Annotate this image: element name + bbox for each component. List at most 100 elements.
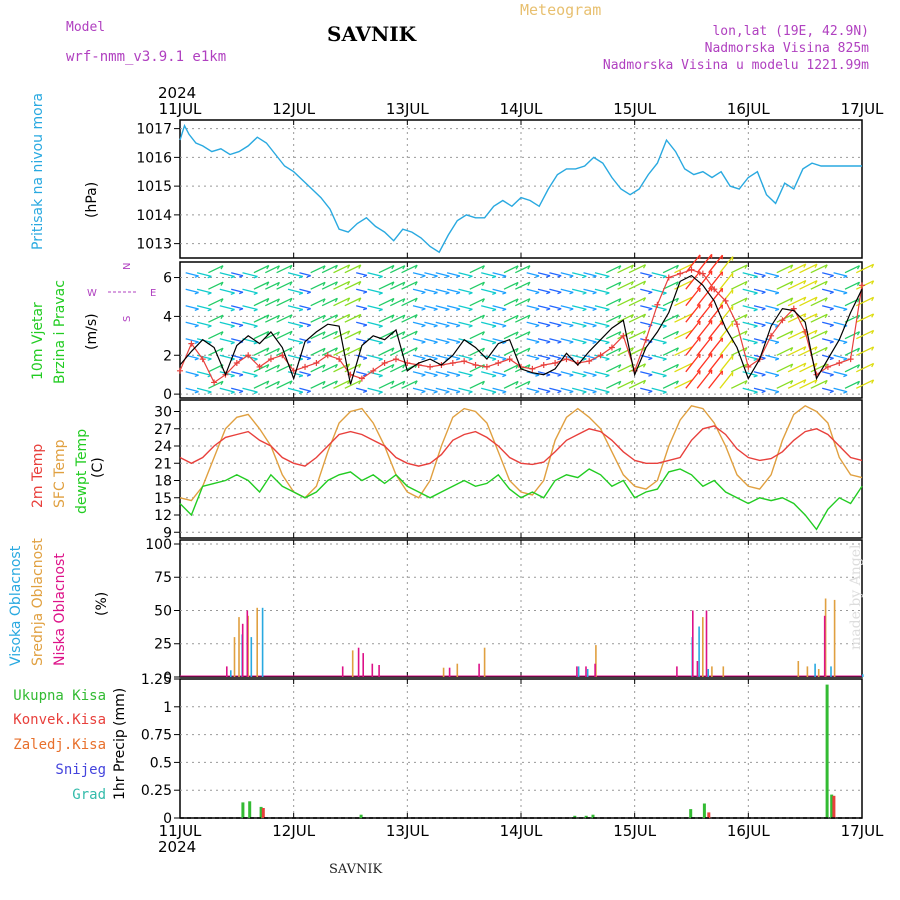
wind-arrow-head [814, 346, 818, 351]
wind-direction-marker [483, 363, 490, 370]
low-cloud-label: Niska Oblacnost [52, 553, 68, 666]
y-tick-label-temperature: 27 [154, 422, 172, 438]
wind-arrow [537, 288, 551, 293]
wind-arrow [219, 387, 235, 393]
wind-arrow-head [433, 291, 438, 295]
wind-arrow [242, 288, 258, 294]
wind-arrow [378, 330, 395, 340]
wind-arrow-head [856, 364, 861, 369]
wind-arrow-head [753, 308, 758, 312]
wind-arrow-head [378, 391, 383, 395]
wind-arrow-head [322, 364, 326, 369]
wind-arrow [594, 371, 610, 377]
wind-arrow-head [829, 390, 834, 394]
wind-arrow-head [391, 314, 395, 319]
wind-arrow-head [481, 347, 485, 353]
precip-bar [702, 803, 706, 818]
wind-arrow-head [582, 358, 587, 361]
wind-direction-marker [461, 358, 468, 365]
wind-arrow-head [322, 331, 326, 336]
wind-arrow [549, 371, 562, 376]
wind-arrow-head [871, 363, 875, 368]
wind-arrow [515, 281, 531, 290]
x-tick-label-top: 16JUL [727, 100, 770, 118]
wind-arrow [537, 354, 551, 359]
wind-arrow [446, 288, 461, 294]
wind-direction-marker [381, 360, 388, 367]
wind-direction-marker [768, 332, 775, 339]
wind-arrow [424, 354, 438, 360]
wind-arrow-head [824, 264, 828, 269]
wind-arrow-head [662, 292, 667, 296]
wind-direction-marker [256, 363, 263, 370]
wind-arrow [412, 387, 426, 393]
cloud-bar [797, 661, 800, 677]
wind-arrow-head [455, 341, 461, 345]
x-tick-label-top: 12JUL [272, 100, 315, 118]
wind-arrow [481, 272, 497, 278]
wind-arrow [344, 297, 362, 307]
wind-arrow-head [492, 341, 497, 345]
wind-arrow [606, 347, 622, 356]
wind-arrow-head [194, 291, 199, 295]
wind-arrow-head [433, 374, 438, 378]
wind-arrow-head [455, 374, 461, 378]
wind-direction-marker [279, 352, 286, 359]
wind-arrow [515, 364, 531, 373]
wind-arrow-head [378, 292, 383, 296]
wind-arrow [617, 347, 634, 356]
wind-arrow-head [856, 281, 861, 286]
wind-arrow [696, 352, 713, 373]
wind-arrow-head [829, 374, 834, 377]
wind-arrow [549, 272, 562, 277]
wind-arrow-head [433, 324, 438, 328]
wind-arrow-head [445, 341, 450, 345]
cloud-bar [241, 623, 244, 677]
wind-arrow-head [527, 314, 531, 320]
wind-arrow-head [856, 314, 861, 320]
wind-arrow [583, 305, 597, 310]
cloud-bar [676, 666, 678, 677]
wind-arrow-head [402, 380, 406, 386]
wind-arrow [356, 371, 368, 376]
wind-arrow [833, 338, 848, 343]
wind-arrow-head [856, 265, 861, 270]
wind-arrow-head [618, 347, 622, 353]
wind-arrow [628, 330, 646, 340]
wind-arrow-head [761, 324, 766, 328]
wind-arrow-head [592, 390, 597, 394]
wind-arrow-head [546, 308, 551, 311]
wind-arrow [299, 272, 311, 277]
wind-arrow-head [433, 275, 438, 279]
wind-arrow [696, 369, 713, 389]
wind-arrow-head [421, 275, 426, 278]
wind-arrow-head [230, 374, 235, 378]
wind-arrow-head [582, 391, 587, 394]
y-tick-label-clouds: 0 [163, 670, 172, 686]
wind-arrow-head [675, 330, 679, 336]
wind-arrow-head [871, 379, 875, 384]
wind-arrow-head [557, 324, 562, 328]
wind-arrow-head [618, 314, 622, 320]
wind-label-main: 10m Vjetar [30, 302, 46, 380]
wind-arrow [685, 303, 701, 323]
wind-arrow [583, 321, 597, 327]
wind-arrow-head [289, 347, 293, 352]
wind-arrow [765, 272, 780, 277]
wind-arrow-head [527, 298, 531, 303]
wind-direction-marker [563, 356, 570, 363]
wind-arrow-head [829, 307, 834, 311]
wind-arrow-head [322, 347, 326, 353]
wind-arrow [390, 380, 406, 389]
wind-arrow [856, 362, 874, 373]
wind-arrow [219, 272, 235, 278]
wind-arrow-head [378, 374, 383, 378]
cloud-bar [692, 610, 694, 677]
wind-arrow [606, 281, 622, 290]
wind-arrow [685, 287, 701, 307]
wind-arrow-head [814, 263, 818, 269]
mid-cloud-label: Srednja Oblacnost [30, 538, 46, 666]
y-tick-label-precip: 0.25 [141, 783, 172, 799]
wind-direction-marker [677, 270, 684, 277]
wind-arrow [606, 364, 622, 373]
